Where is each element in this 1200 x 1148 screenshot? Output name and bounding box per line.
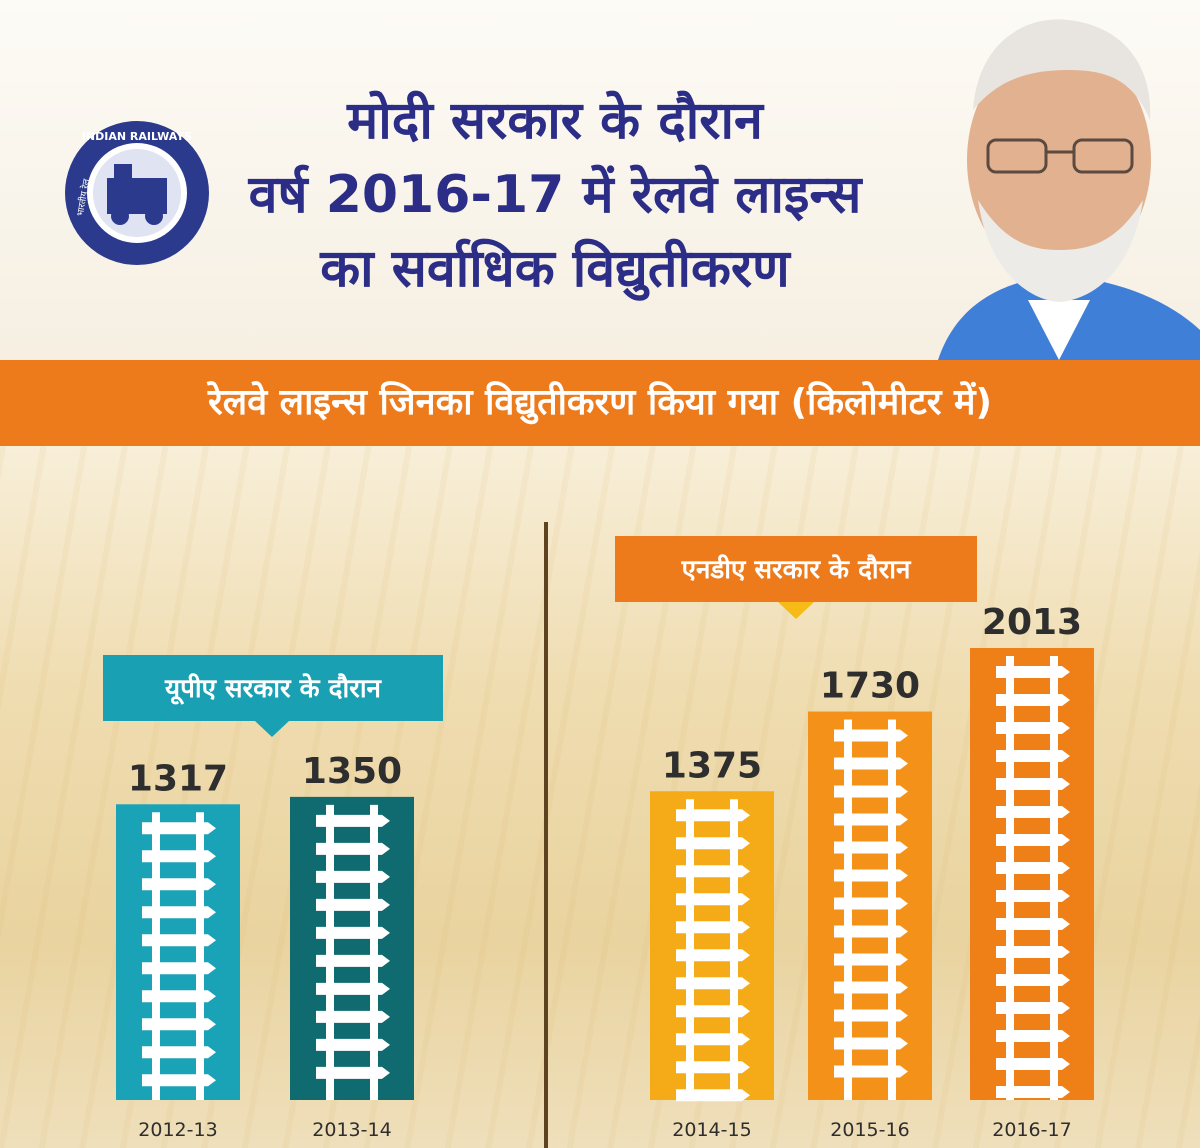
upa-badge-label: यूपीए सरकार के दौरान bbox=[164, 673, 383, 705]
bar-chart: यूपीए सरकार के दौरान एनडीए सरकार के दौरा… bbox=[103, 522, 1094, 1148]
title-line-3: का सर्वाधिक विद्युतीकरण bbox=[320, 239, 790, 299]
bar-value-label: 2013 bbox=[982, 602, 1082, 643]
category-label: 2015-16 bbox=[830, 1119, 909, 1141]
nda-badge-label: एनडीए सरकार के दौरान bbox=[681, 554, 912, 585]
category-label: 2014-15 bbox=[672, 1119, 751, 1141]
page-title: मोदी सरकार के दौरान वर्ष 2016-17 में रेल… bbox=[200, 84, 910, 306]
bar-2015-16: 1730 2015-16 bbox=[808, 666, 932, 1141]
indian-railways-logo-icon: INDIAN RAILWAYS भारतीय रेल bbox=[65, 121, 209, 265]
title-line-1: मोदी सरकार के दौरान bbox=[347, 91, 763, 151]
bar-value-label: 1730 bbox=[820, 666, 920, 707]
nda-badge: एनडीए सरकार के दौरान bbox=[615, 536, 977, 619]
chart-bars: 1317 2012-13 1350 2013-14 1375 2014-15 1730 201… bbox=[116, 602, 1094, 1141]
bar-2012-13: 1317 2012-13 bbox=[116, 758, 240, 1141]
header: INDIAN RAILWAYS भारतीय रेल मोदी सरकार के… bbox=[0, 0, 1200, 360]
title-line-2: वर्ष 2016-17 में रेलवे लाइन्स bbox=[248, 165, 862, 225]
category-label: 2012-13 bbox=[138, 1119, 217, 1141]
upa-badge-box bbox=[103, 655, 443, 721]
track-icon bbox=[142, 812, 216, 1100]
track-icon bbox=[316, 804, 390, 1100]
logo-text: INDIAN RAILWAYS bbox=[82, 130, 192, 143]
bar-2016-17: 2013 2016-17 bbox=[970, 602, 1094, 1141]
category-label: 2013-14 bbox=[312, 1119, 391, 1141]
bar-rect bbox=[290, 796, 414, 1100]
bar-value-label: 1317 bbox=[128, 758, 228, 799]
track-icon bbox=[676, 799, 750, 1102]
upa-badge: यूपीए सरकार के दौरान bbox=[103, 655, 443, 737]
bar-value-label: 1375 bbox=[662, 745, 762, 786]
nda-badge-pointer bbox=[778, 602, 814, 619]
banner-title: रेलवे लाइन्स जिनका विद्युतीकरण किया गया … bbox=[0, 360, 1200, 446]
category-label: 2016-17 bbox=[992, 1119, 1071, 1141]
upa-badge-pointer bbox=[255, 721, 289, 737]
bar-2014-15: 1375 2014-15 bbox=[650, 745, 774, 1141]
track-icon bbox=[996, 656, 1070, 1100]
bar-2013-14: 1350 2013-14 bbox=[290, 751, 414, 1141]
portrait-image bbox=[938, 19, 1200, 360]
chart-area: यूपीए सरकार के दौरान एनडीए सरकार के दौरा… bbox=[0, 446, 1200, 1148]
track-icon bbox=[834, 719, 908, 1100]
bar-value-label: 1350 bbox=[302, 751, 402, 792]
nda-badge-box bbox=[615, 536, 977, 602]
